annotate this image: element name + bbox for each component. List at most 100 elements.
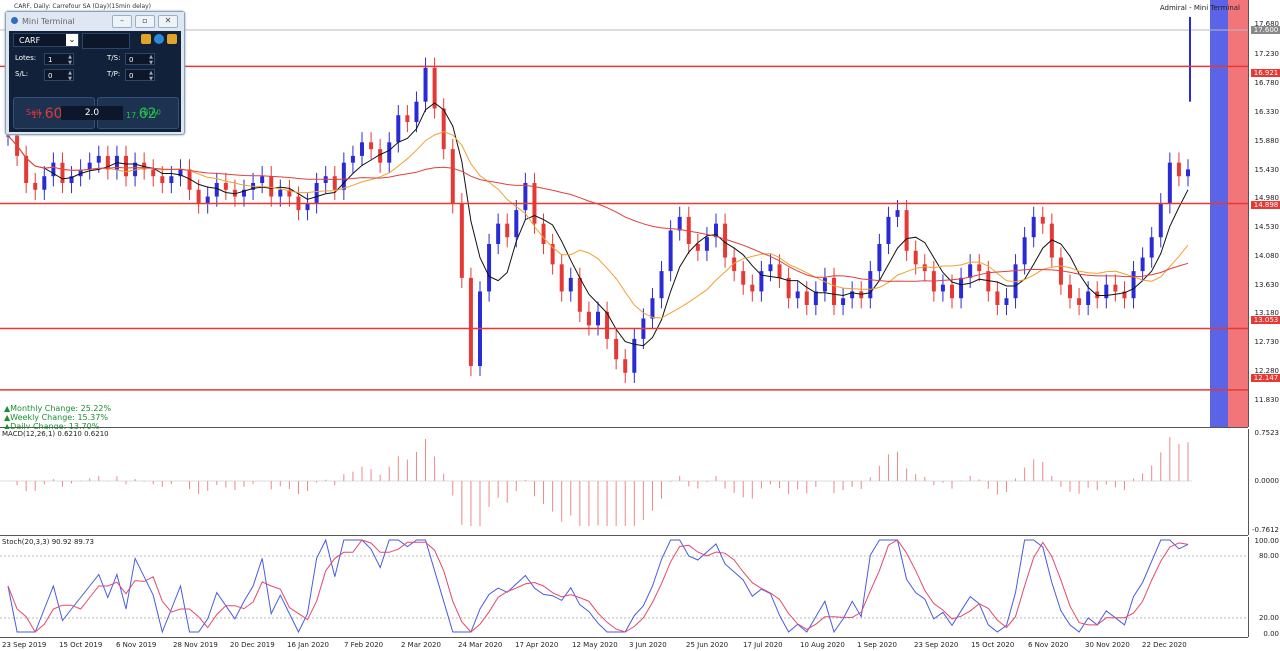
sell-button[interactable]: Sell — [26, 108, 41, 117]
stoch-svg — [0, 538, 1248, 634]
candles-group — [6, 16, 1191, 383]
candle-body — [668, 230, 673, 272]
candle-body — [414, 101, 419, 122]
weekly-change: ▲Weekly Change: 15.37% — [4, 413, 108, 422]
level-tag-r2: 14.898 — [1251, 201, 1280, 209]
candle-body — [51, 162, 56, 177]
candle-body — [42, 176, 47, 190]
time-axis-label: 6 Nov 2020 — [1028, 641, 1069, 649]
candle-body — [650, 298, 655, 319]
candle-body — [605, 311, 610, 339]
candle-body — [904, 210, 909, 251]
candle-body — [232, 189, 237, 197]
candle-body — [124, 155, 128, 177]
candle-body — [632, 338, 637, 373]
stoch-pane[interactable]: Stoch(20,3,3) 90.92 89.73 — [0, 537, 1248, 638]
macd-axis: 0.7523 0.0000 -0.7612 — [1248, 429, 1280, 535]
price-chart-pane[interactable]: CARF, Daily: Carrefour SA (Day)(15min de… — [0, 0, 1248, 431]
level-tag-r1: 16.921 — [1251, 69, 1280, 77]
horizontal-levels — [0, 65, 1248, 391]
close-icon[interactable]: ✕ — [158, 15, 178, 28]
stoch-axis-80: 80.00 — [1258, 552, 1279, 560]
price-tick: 12.730 — [1254, 338, 1280, 346]
candle-body — [695, 244, 700, 251]
candle-body — [260, 176, 265, 183]
candle-body — [133, 162, 138, 177]
chart-icon[interactable] — [141, 34, 151, 44]
ts-stepper[interactable]: 0 ▲ ▼ — [125, 53, 155, 66]
monthly-change: ▲Monthly Change: 25.22% — [4, 404, 112, 413]
time-axis-label: 15 Oct 2019 — [59, 641, 103, 649]
mini-terminal-titlebar[interactable]: Mini Terminal – ▫ ✕ — [6, 12, 184, 30]
lot-size-field[interactable]: 2.0 — [61, 106, 123, 120]
time-axis-label: 16 Jan 2020 — [287, 641, 329, 649]
mini-terminal-title: Mini Terminal — [22, 17, 75, 26]
time-axis-label: 17 Jul 2020 — [743, 641, 783, 649]
candle-body — [1086, 291, 1091, 305]
lots-stepper[interactable]: 1 ▲ ▼ — [44, 53, 74, 66]
candle-body — [242, 189, 246, 197]
current-price-tag: 17.600 — [1251, 26, 1280, 34]
candle-body — [396, 115, 401, 143]
tp-stepper[interactable]: 0 ▲ ▼ — [125, 69, 155, 82]
level-tag-r3: 13.053 — [1251, 316, 1280, 324]
candle-body — [1077, 298, 1082, 305]
minimize-icon[interactable]: – — [112, 15, 132, 28]
candle-body — [850, 291, 855, 299]
time-axis-label: 1 Sep 2020 — [857, 641, 897, 649]
buy-button[interactable]: Buy — [143, 108, 159, 117]
time-axis-label: 20 Dec 2019 — [230, 641, 275, 649]
time-axis-label: 7 Feb 2020 — [344, 641, 384, 649]
price-tick: 14.080 — [1254, 252, 1280, 260]
top-right-label: Admiral - Mini Terminal — [1159, 4, 1240, 12]
info-icon[interactable] — [167, 34, 177, 44]
candle-body — [1004, 298, 1009, 305]
candle-body — [269, 176, 274, 197]
chart-title: CARF, Daily: Carrefour SA (Day)(15min de… — [14, 3, 152, 10]
candle-body — [96, 155, 101, 163]
candle-body — [577, 277, 582, 312]
candle-body — [196, 189, 201, 204]
time-axis-label: 23 Sep 2020 — [914, 641, 959, 649]
symbol-select[interactable]: CARF ⌄ — [13, 33, 79, 47]
chevron-down-icon[interactable]: ⌄ — [66, 34, 78, 46]
candle-body — [959, 277, 964, 299]
sl-stepper[interactable]: 0 ▲ ▼ — [44, 69, 74, 82]
candle-body — [423, 67, 428, 102]
time-axis-label: 17 Apr 2020 — [515, 641, 559, 649]
candle-body — [822, 277, 827, 292]
settings-icon[interactable] — [154, 34, 164, 44]
candle-body — [723, 223, 728, 258]
candle-body — [105, 155, 110, 170]
candle-body — [1186, 169, 1190, 177]
candle-body — [1095, 291, 1100, 299]
candle-body — [714, 223, 718, 238]
candle-body — [1122, 291, 1127, 299]
candle-body — [986, 271, 991, 292]
time-axis-label: 2 Mar 2020 — [401, 641, 441, 649]
candle-body — [69, 176, 74, 183]
macd-pane[interactable]: MACD(12,26,1) 0.6210 0.6210 — [0, 429, 1248, 536]
candle-body — [968, 264, 973, 278]
mini-terminal-window[interactable]: Mini Terminal – ▫ ✕ CARF ⌄ Lotes: 1 ▲ ▼ T/… — [5, 11, 185, 135]
candle-body — [223, 183, 228, 190]
price-axis[interactable]: 17.680 17.600 17.230 16.921 16.780 16.33… — [1248, 0, 1280, 427]
candle-body — [596, 311, 600, 326]
candle-body — [1104, 284, 1109, 299]
ts-label: T/S: — [107, 54, 121, 62]
macd-axis-top: 0.7523 — [1254, 429, 1280, 437]
candle-body — [350, 155, 355, 163]
candle-body — [505, 223, 510, 238]
candle-body — [514, 210, 519, 238]
price-chart-svg[interactable] — [0, 0, 1248, 427]
candle-body — [1068, 284, 1072, 299]
candle-body — [287, 189, 292, 197]
candle-body — [804, 291, 809, 305]
candle-body — [995, 291, 1000, 305]
candle-body — [151, 169, 156, 177]
candle-body — [387, 142, 392, 163]
restore-icon[interactable]: ▫ — [135, 15, 155, 28]
time-axis-label: 25 Jun 2020 — [686, 641, 729, 649]
candle-body — [24, 155, 29, 183]
stoch-axis-20: 20.00 — [1258, 614, 1279, 622]
